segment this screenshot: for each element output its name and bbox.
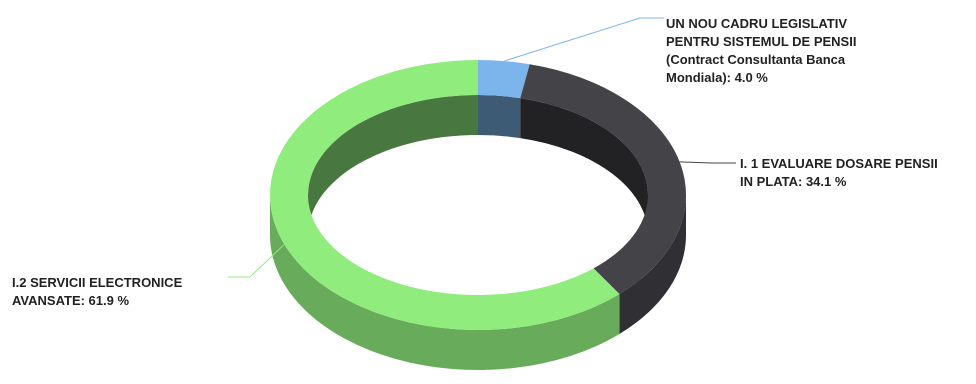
donut-top-face (270, 60, 686, 330)
label-connectors (228, 17, 736, 278)
donut-slice-2[interactable] (270, 60, 620, 330)
slice-inner-wall-0 (478, 95, 521, 139)
connector-line-1 (679, 161, 736, 164)
slice-inner-wall-2 (308, 95, 478, 235)
donut-slice-1[interactable] (520, 64, 686, 294)
data-label-slice-1: I. 1 EVALUARE DOSARE PENSII IN PLATA: 34… (740, 156, 941, 189)
slice-outer-wall-1 (619, 195, 686, 334)
donut-side-walls (270, 95, 686, 370)
connector-line-0 (503, 17, 664, 62)
slice-outer-wall-2 (270, 195, 620, 370)
donut-slice-0[interactable] (478, 60, 530, 99)
data-label-slice-0: UN NOU CADRU LEGISLATIV PENTRU SISTEMUL … (666, 16, 860, 85)
slice-inner-wall-1 (520, 98, 648, 235)
connector-line-2 (228, 243, 285, 278)
data-label-slice-2: I.2 SERVICII ELECTRONICE AVANSATE: 61.9 … (12, 275, 186, 308)
